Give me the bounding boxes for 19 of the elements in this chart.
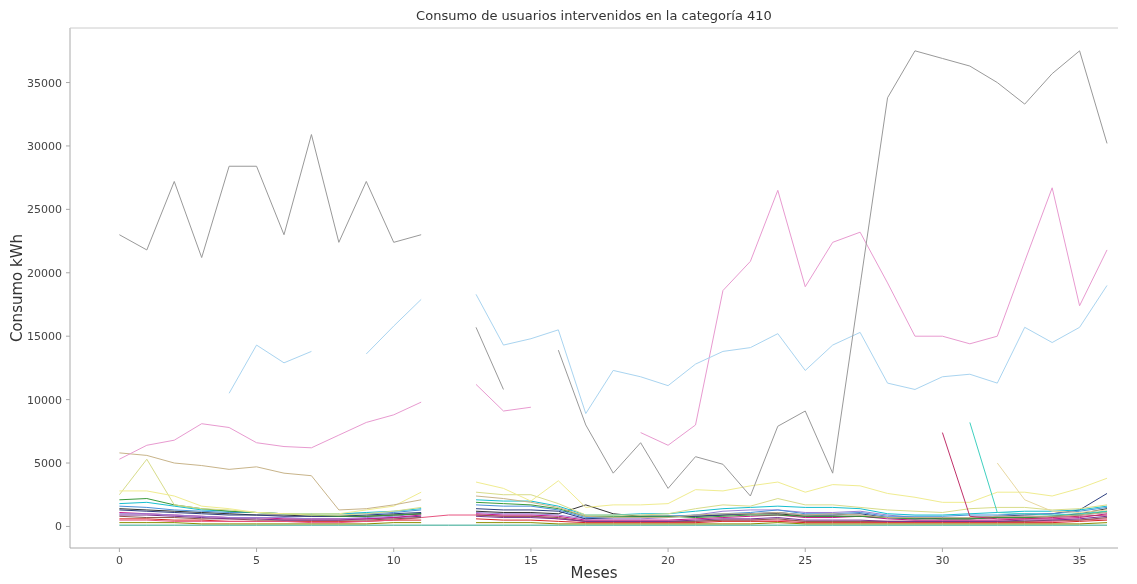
x-tick-label: 5	[253, 554, 261, 567]
y-axis-title: Consumo kWh	[8, 233, 26, 343]
y-tick-label: 15000	[27, 330, 62, 344]
x-tick-label: 10	[386, 554, 401, 567]
y-tick-label: 20000	[27, 266, 62, 280]
x-axis-title: Meses	[570, 564, 618, 582]
chart-title: Consumo de usuarios intervenidos en la categoría 410	[416, 8, 772, 23]
y-tick-label: 10000	[27, 393, 62, 407]
x-tick-label: 15	[523, 554, 538, 567]
x-tick-label: 0	[115, 554, 123, 567]
y-tick-label: 0	[55, 520, 62, 534]
y-tick-label: 30000	[27, 139, 62, 153]
y-tick-label: 25000	[27, 203, 62, 217]
x-tick-label: 25	[798, 554, 813, 567]
y-tick-label: 5000	[34, 457, 62, 471]
x-tick-label: 30	[935, 554, 950, 567]
x-tick-label: 35	[1072, 554, 1087, 567]
y-tick-label: 35000	[27, 76, 62, 90]
x-tick-label: 20	[661, 554, 676, 567]
